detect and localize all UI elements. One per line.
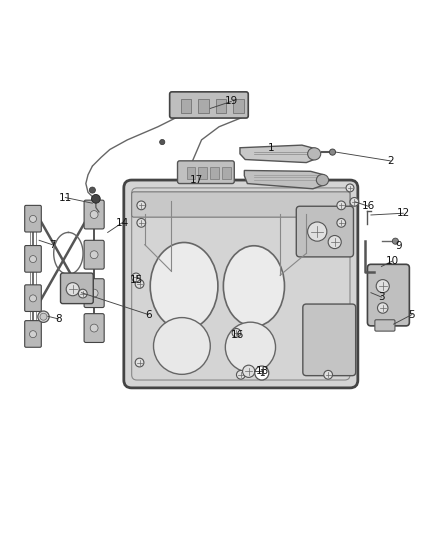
Circle shape [328,236,341,248]
Circle shape [237,370,245,379]
Polygon shape [244,171,327,189]
Ellipse shape [316,174,328,185]
Circle shape [90,211,98,219]
Text: 19: 19 [225,96,238,107]
Bar [180,99,191,113]
Circle shape [29,215,36,222]
Circle shape [307,222,327,241]
FancyBboxPatch shape [367,264,410,326]
Bar [233,99,244,113]
Polygon shape [240,145,319,163]
Circle shape [346,184,354,192]
Text: 8: 8 [55,314,62,324]
Circle shape [29,295,36,302]
Circle shape [40,313,47,320]
Text: 3: 3 [378,292,385,302]
Circle shape [89,187,95,193]
Circle shape [90,251,98,259]
Text: 14: 14 [116,218,129,228]
Circle shape [392,238,399,244]
Text: 10: 10 [385,256,399,266]
FancyBboxPatch shape [84,279,104,308]
Circle shape [255,366,269,380]
Text: 15: 15 [130,274,144,285]
Text: 1: 1 [268,143,275,153]
Text: 5: 5 [409,310,415,319]
FancyBboxPatch shape [296,206,353,257]
Circle shape [376,280,389,293]
FancyBboxPatch shape [25,321,41,348]
Bar [215,99,226,113]
FancyBboxPatch shape [124,180,358,388]
Circle shape [29,330,36,338]
FancyBboxPatch shape [25,285,41,311]
Circle shape [378,303,388,313]
Text: 6: 6 [145,310,152,319]
Circle shape [38,311,49,322]
Text: 2: 2 [387,156,393,166]
Circle shape [243,365,255,377]
FancyBboxPatch shape [84,313,104,343]
Circle shape [329,149,336,155]
FancyBboxPatch shape [60,273,93,304]
Ellipse shape [150,243,218,330]
Text: 16: 16 [231,330,244,341]
FancyBboxPatch shape [132,192,350,217]
Bar [222,167,231,179]
Circle shape [29,256,36,263]
Ellipse shape [223,246,285,327]
FancyBboxPatch shape [25,205,41,232]
FancyBboxPatch shape [84,200,104,229]
Text: 7: 7 [49,240,56,249]
Circle shape [137,201,146,210]
Ellipse shape [307,148,321,160]
Text: 9: 9 [396,240,402,251]
Circle shape [232,328,241,337]
Circle shape [90,324,98,332]
Text: 18: 18 [256,366,269,376]
Circle shape [137,219,146,227]
Circle shape [66,282,79,296]
Circle shape [135,358,144,367]
Text: 11: 11 [59,192,72,203]
FancyBboxPatch shape [375,320,395,331]
Circle shape [78,289,87,298]
Circle shape [337,201,346,210]
Circle shape [135,280,144,288]
Circle shape [324,370,332,379]
Ellipse shape [225,322,276,373]
FancyBboxPatch shape [84,240,104,269]
Circle shape [159,140,165,144]
Text: 1: 1 [259,368,265,377]
Text: 17: 17 [190,175,203,185]
FancyBboxPatch shape [303,304,356,376]
Circle shape [337,219,346,227]
Ellipse shape [153,318,210,374]
Bar [198,99,209,113]
Bar [198,167,207,179]
Bar [187,167,195,179]
Circle shape [92,195,100,203]
FancyBboxPatch shape [170,92,248,118]
Text: 16: 16 [362,201,375,211]
FancyBboxPatch shape [177,161,234,183]
Bar [210,167,219,179]
FancyBboxPatch shape [25,246,41,272]
Text: 12: 12 [397,208,410,218]
Circle shape [90,289,98,297]
Circle shape [132,273,141,282]
Circle shape [350,198,359,206]
